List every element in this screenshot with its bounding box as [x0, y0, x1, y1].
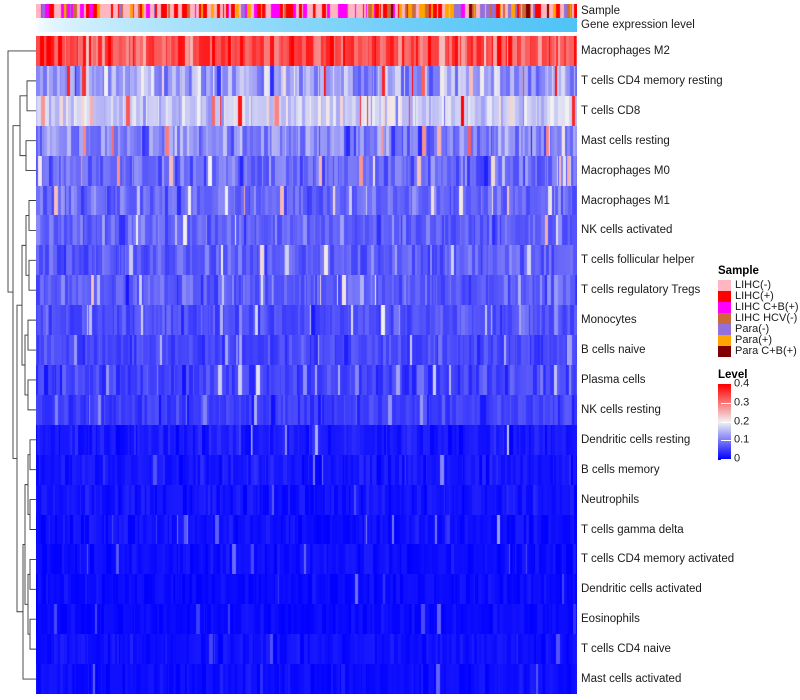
heatmap-row: [36, 544, 577, 574]
row-label: NK cells activated: [581, 224, 673, 237]
legend-color-swatch: [718, 346, 731, 357]
sample-legend-item: Para(+): [718, 335, 800, 346]
row-label: Mast cells resting: [581, 134, 670, 147]
legend-item-label: Para C+B(+): [735, 345, 797, 357]
sample-legend-title: Sample: [718, 265, 759, 277]
heatmap-row: [36, 455, 577, 485]
row-label: B cells naive: [581, 344, 646, 357]
row-label: T cells CD4 memory resting: [581, 74, 723, 87]
heatmap-row: [36, 365, 577, 395]
heatmap-row: [36, 186, 577, 215]
row-label-column: Macrophages M2 T cells CD4 memory resting…: [581, 36, 734, 694]
level-tick-mark: [721, 440, 731, 442]
level-tick-mark: [721, 459, 731, 460]
level-tick-mark: [721, 421, 731, 423]
row-label: T cells gamma delta: [581, 523, 684, 536]
legend-item-label: LIHC C+B(+): [735, 301, 799, 313]
heatmap-body: [36, 36, 577, 694]
legend-item-label: LIHC(+): [735, 290, 774, 302]
sample-legend-items: LIHC(-) LIHC(+) LIHC C+B(+) LIHC HCV(-) Para…: [718, 280, 800, 357]
sample-legend-item: LIHC HCV(-): [718, 313, 800, 324]
level-tick-label: 0.3: [734, 396, 750, 409]
level-tick-mark: [721, 402, 731, 404]
level-colorbar-wrap: 0.4 0.3 0.2 0.1 0: [718, 378, 749, 464]
row-label: NK cells resting: [581, 403, 661, 416]
sample-legend-item: LIHC(-): [718, 280, 800, 291]
level-tick-label: 0.2: [734, 415, 750, 427]
row-label: Dendritic cells activated: [581, 583, 702, 596]
level-legend-title: Level: [718, 369, 748, 381]
heatmap-row: [36, 664, 577, 694]
level-tick-label: 0.1: [734, 433, 750, 446]
heatmap-row: [36, 425, 577, 455]
level-tick-label: 0: [734, 452, 741, 465]
sample-legend-item: Para(-): [718, 324, 800, 335]
heatmap-row: [36, 245, 577, 275]
heatmap-row: [36, 634, 577, 664]
row-label: T cells follicular helper: [581, 254, 695, 267]
heatmap-row: [36, 275, 577, 305]
heatmap-row: [36, 36, 577, 66]
legend-color-swatch: [718, 280, 731, 291]
heatmap-row: [36, 574, 577, 604]
row-label: B cells memory: [581, 463, 660, 476]
row-label: Macrophages M1: [581, 194, 670, 207]
row-label: Dendritic cells resting: [581, 433, 691, 446]
heatmap-row: [36, 395, 577, 425]
heatmap-row: [36, 604, 577, 634]
sample-annotation-bar: [36, 4, 577, 18]
heatmap-row: [36, 215, 577, 245]
row-label: T cells CD4 memory activated: [581, 553, 735, 566]
row-label: Monocytes: [581, 314, 637, 327]
heatmap-row: [36, 335, 577, 365]
sample-legend-item: LIHC C+B(+): [718, 302, 800, 313]
heatmap-row: [36, 156, 577, 186]
row-label: T cells regulatory Tregs: [581, 284, 701, 297]
legend-color-swatch: [718, 302, 731, 313]
legend-color-swatch: [718, 335, 731, 346]
row-label: Plasma cells: [581, 373, 646, 386]
row-label: Eosinophils: [581, 613, 640, 626]
legend-item-label: Para(-): [735, 323, 770, 335]
heatmap-row: [36, 485, 577, 515]
legend-color-swatch: [718, 324, 731, 335]
row-label: T cells CD8: [581, 104, 641, 117]
legend-panel: Sample LIHC(-) LIHC(+) LIHC C+B(+) LIHC HCV…: [718, 265, 800, 464]
row-label: Macrophages M0: [581, 164, 670, 177]
legend-item-label: Para(+): [735, 334, 772, 346]
heatmap-row: [36, 515, 577, 544]
legend-color-swatch: [718, 313, 731, 324]
heatmap-row: [36, 66, 577, 96]
legend-color-swatch: [718, 291, 731, 302]
row-label: Neutrophils: [581, 493, 640, 506]
sample-legend-item: Para C+B(+): [718, 346, 800, 357]
gene-expression-annotation-label: Gene expression level: [581, 19, 695, 31]
sample-legend-item: LIHC(+): [718, 291, 800, 302]
row-dendrogram: [0, 36, 36, 694]
gene-expression-annotation-bar: [36, 18, 577, 32]
heatmap-row: [36, 96, 577, 126]
heatmap-row: [36, 126, 577, 156]
heatmap-row: [36, 305, 577, 335]
legend-item-label: LIHC HCV(-): [735, 312, 798, 324]
legend-item-label: LIHC(-): [735, 279, 772, 291]
sample-annotation-label: Sample: [581, 5, 620, 17]
row-label: T cells CD4 naive: [581, 643, 671, 656]
level-tick-label: 0.4: [734, 377, 750, 390]
row-label: Macrophages M2: [581, 44, 670, 57]
row-label: Mast cells activated: [581, 673, 682, 686]
level-legend: Level 0.4 0.3 0.2 0.1 0: [718, 369, 800, 464]
